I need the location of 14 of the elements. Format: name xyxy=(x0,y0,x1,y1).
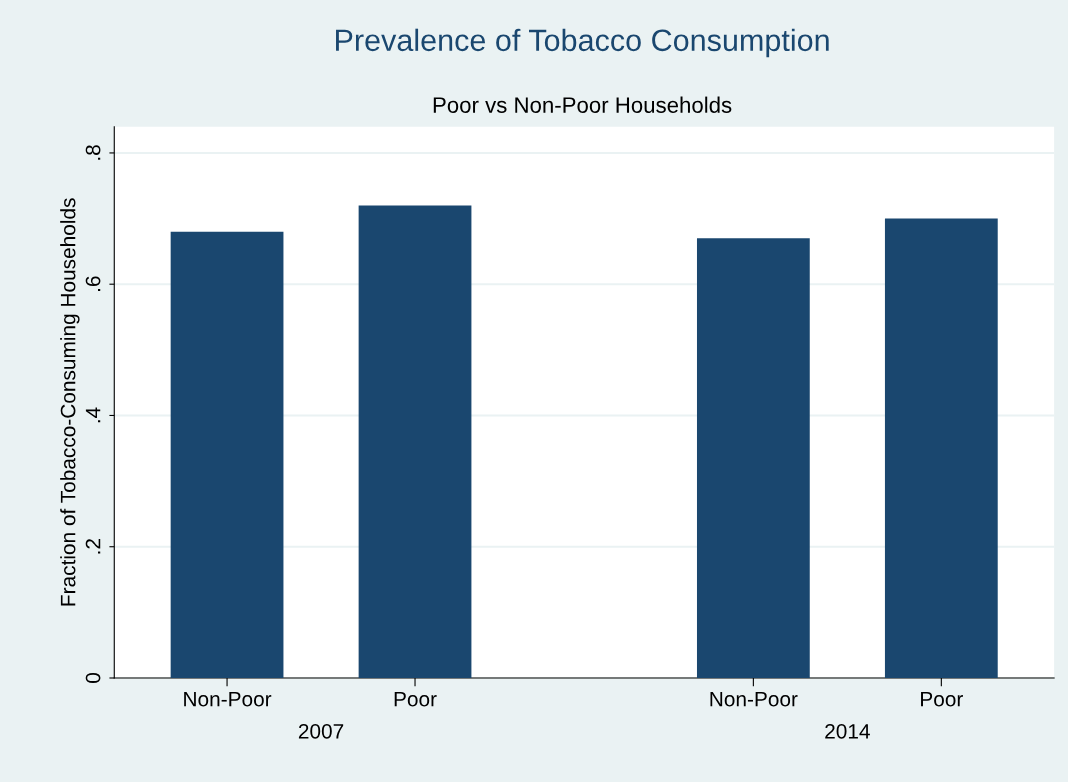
chart-title: Prevalence of Tobacco Consumption xyxy=(336,28,829,58)
text: 2014 xyxy=(825,723,870,739)
x-tick-label: Non-Poor xyxy=(710,691,798,707)
y-tick-label: .6 xyxy=(85,276,101,291)
x-tick-label: Poor xyxy=(921,691,963,707)
chart-subtitle: Poor vs Non-Poor Households xyxy=(433,96,732,113)
y-tick-label: 0 xyxy=(85,673,101,683)
y-tick-label: .8 xyxy=(85,145,101,160)
text: 2007 xyxy=(298,723,344,739)
x-tick-label: Non-Poor xyxy=(184,691,272,707)
y-axis-title: Fraction of Tobacco-Consuming Households xyxy=(60,198,80,606)
y-tick-label: .4 xyxy=(85,407,101,423)
x-tick-label: Poor xyxy=(394,691,437,707)
y-tick-label: .2 xyxy=(85,539,101,554)
